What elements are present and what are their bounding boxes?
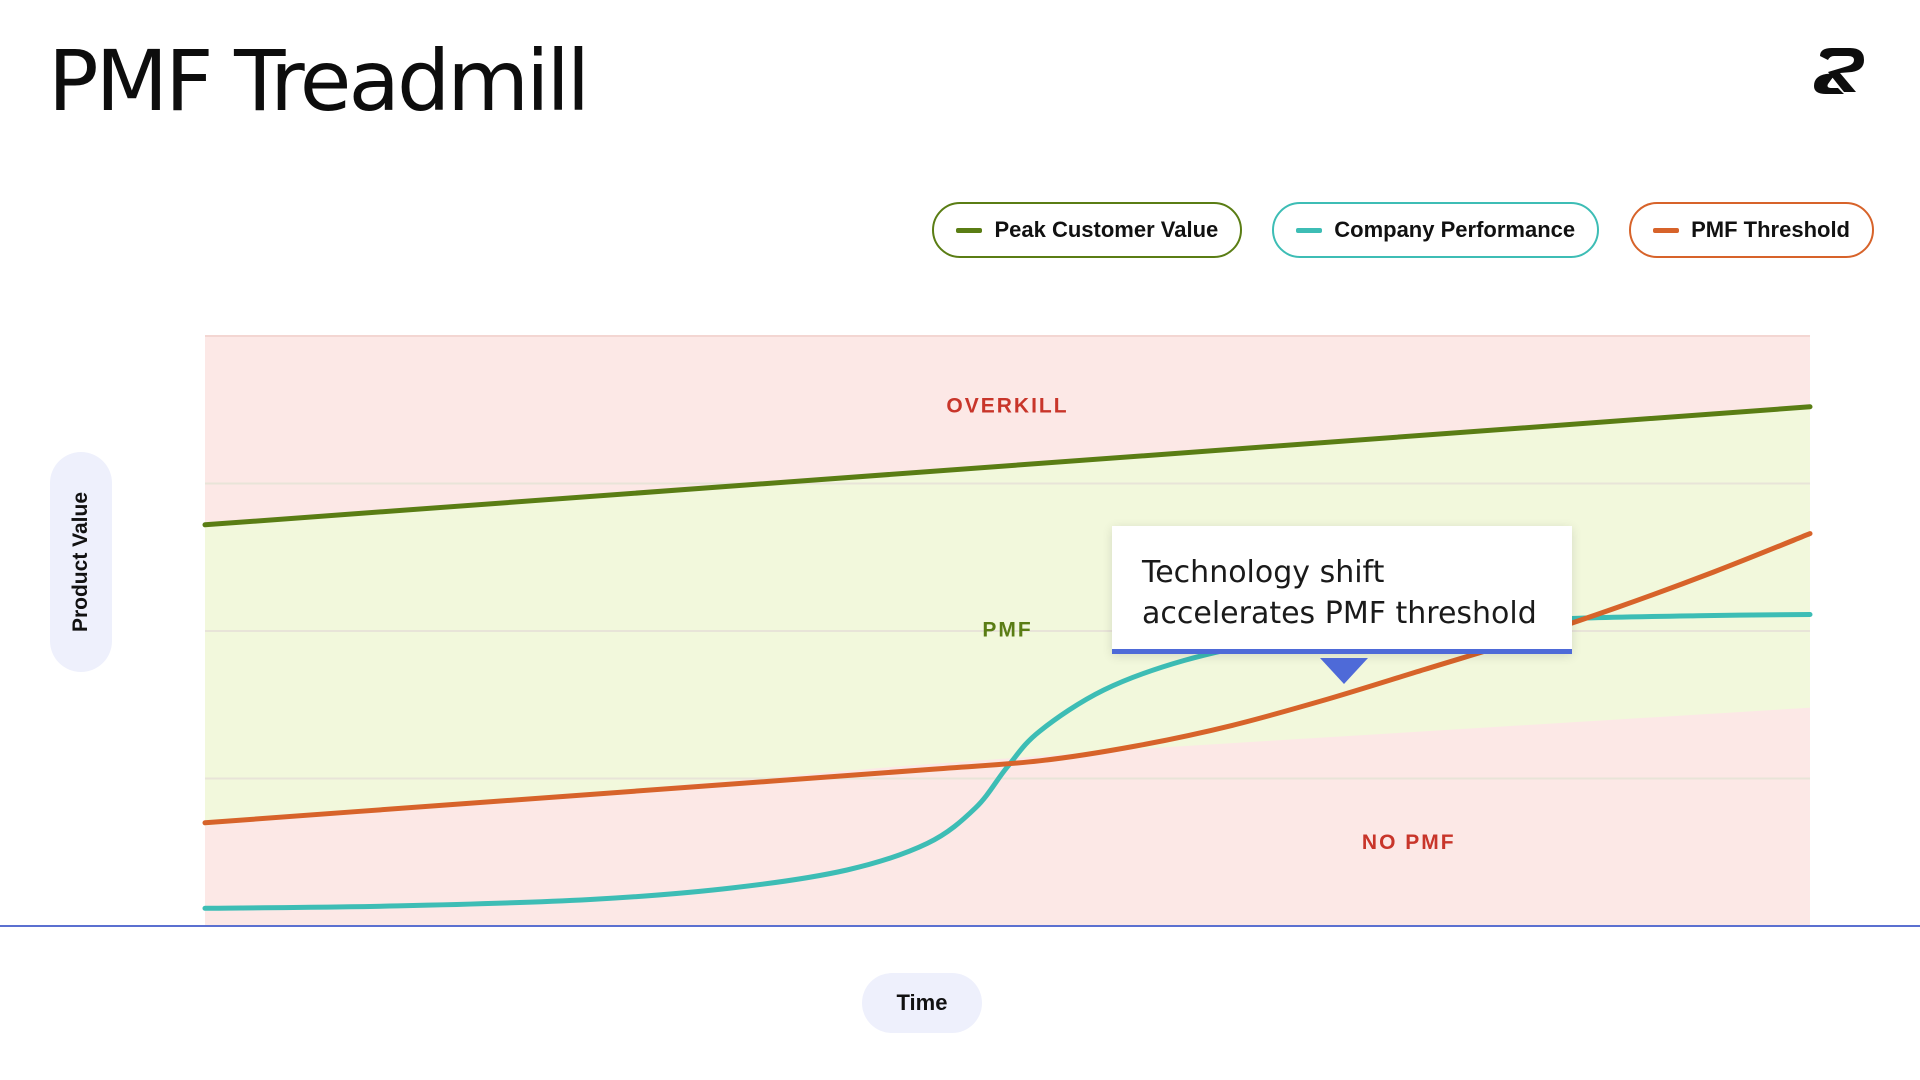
- callout-box: Technology shift accelerates PMF thresho…: [1112, 526, 1572, 654]
- legend-label: Company Performance: [1334, 217, 1576, 242]
- callout-text: Technology shift accelerates PMF thresho…: [1142, 552, 1542, 634]
- zone-label-no-pmf: NO PMF: [1362, 831, 1456, 854]
- brand-logo-icon: [1814, 48, 1864, 94]
- callout-text-line1: Technology shift: [1142, 555, 1385, 590]
- chart-legend: Peak Customer Value Company Performance …: [932, 202, 1874, 258]
- series-line-pmf-threshold: [202, 531, 1813, 826]
- x-axis-label-text: Time: [896, 990, 948, 1015]
- legend-item-pmf-threshold[interactable]: PMF Threshold: [1629, 202, 1874, 258]
- legend-item-peak-customer-value[interactable]: Peak Customer Value: [932, 202, 1243, 258]
- y-axis-label: Product Value: [50, 452, 112, 672]
- page-title: PMF Treadmill: [48, 32, 590, 130]
- y-axis-label-text: Product Value: [69, 491, 93, 633]
- legend-swatch-company-performance: [1296, 227, 1323, 233]
- legend-item-company-performance[interactable]: Company Performance: [1272, 202, 1600, 258]
- legend-label: Peak Customer Value: [994, 217, 1219, 242]
- pmf-zone: [205, 406, 1810, 826]
- x-axis-label: Time: [862, 973, 982, 1033]
- legend-label: PMF Threshold: [1691, 217, 1850, 242]
- zone-label-pmf: PMF: [982, 619, 1032, 642]
- callout-text-line2: accelerates PMF threshold: [1142, 596, 1537, 631]
- zone-label-overkill: OVERKILL: [946, 394, 1068, 417]
- callout-pointer: [1320, 658, 1368, 684]
- series-line-peak-customer-value: [202, 404, 1813, 528]
- legend-swatch-pmf-threshold: [1653, 227, 1680, 233]
- legend-swatch-peak-customer-value: [956, 227, 983, 233]
- no-pmf-zone: [205, 707, 1810, 926]
